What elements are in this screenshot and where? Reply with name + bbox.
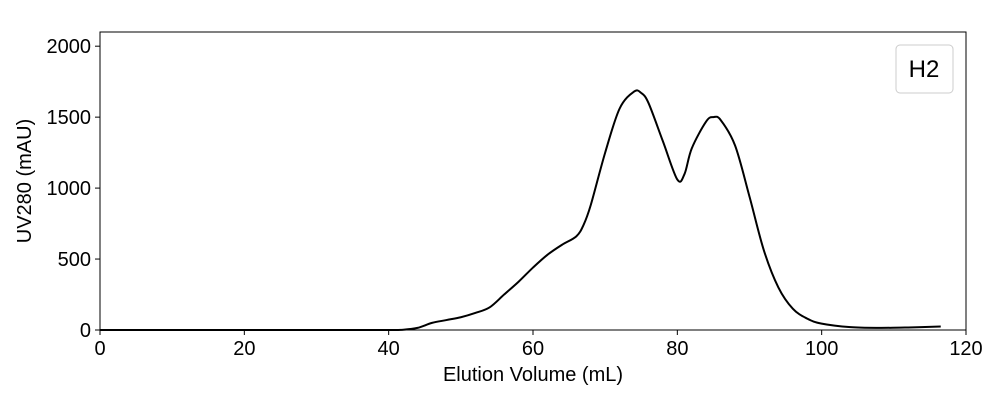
legend-box: [895, 44, 954, 94]
x-tick-label: 100: [805, 338, 838, 360]
y-axis-ticks: 0 500 1000 1500 2000: [47, 36, 100, 342]
y-tick-label: 0: [80, 320, 91, 342]
plot-frame: [99, 31, 967, 331]
y-tick-label: 1000: [47, 178, 92, 200]
series-line-h2: [100, 89, 941, 332]
y-tick-label: 1500: [47, 107, 92, 129]
y-axis-label: UV280 (mAU): [14, 119, 36, 243]
x-tick-label: 80: [666, 338, 688, 360]
y-tick-label: 2000: [47, 36, 92, 58]
x-tick-label: 120: [949, 338, 982, 360]
y-tick-label: 500: [58, 249, 91, 271]
x-axis-label: Elution Volume (mL): [443, 364, 623, 386]
x-tick-label: 60: [522, 338, 544, 360]
x-tick-label: 20: [233, 338, 255, 360]
legend: H2: [895, 44, 954, 94]
x-axis-ticks: 0 20 40 60 80 100 120: [94, 330, 983, 360]
x-tick-label: 0: [94, 338, 105, 360]
legend-label: H2: [909, 56, 940, 83]
x-tick-label: 40: [378, 338, 400, 360]
